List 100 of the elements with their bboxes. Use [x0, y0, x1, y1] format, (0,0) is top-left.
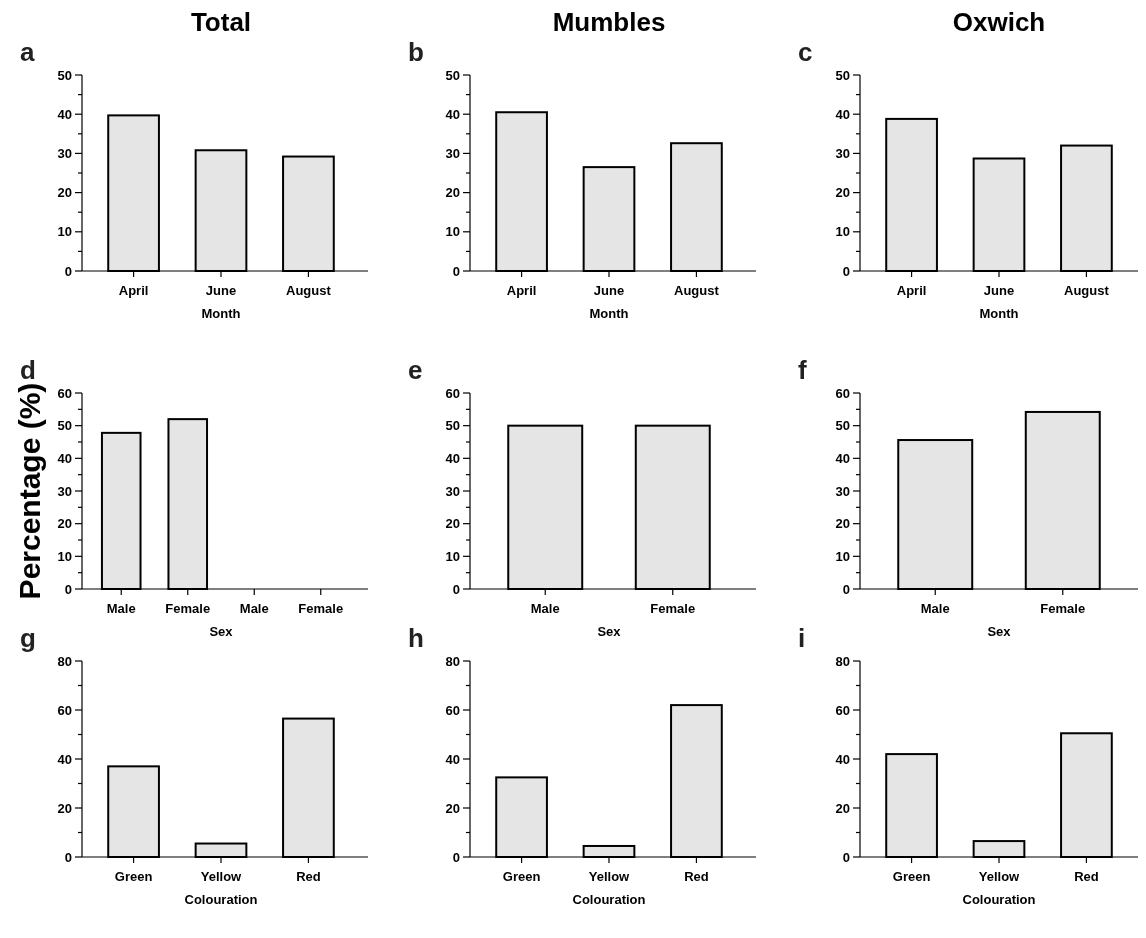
y-tick-label: 50: [445, 67, 460, 83]
text: f: [798, 355, 807, 385]
y-tick-label: 80: [835, 653, 850, 669]
y-tick-label: 0: [452, 849, 460, 865]
y-tick-label: 80: [445, 653, 460, 669]
y-tick-label: 40: [445, 450, 460, 466]
chart-title: Oxwich: [952, 7, 1046, 37]
x-tick-label: August: [1064, 283, 1110, 298]
y-tick-label: 20: [835, 185, 850, 201]
y-tick-label: 10: [445, 548, 460, 564]
x-axis-title: Month: [979, 306, 1019, 321]
y-tick-label: 20: [445, 185, 460, 201]
x-axis-title: Month: [201, 306, 241, 321]
x-tick-label: June: [205, 283, 237, 298]
y-tick-label: 10: [57, 548, 72, 564]
x-axis-title: Colouration: [962, 892, 1036, 907]
y-tick-label: 0: [842, 581, 850, 597]
y-tick-label: 40: [57, 450, 72, 466]
y-tick-label: 50: [445, 418, 460, 434]
x-tick-label: Red: [684, 869, 709, 884]
x-tick-label: Yellow: [588, 869, 631, 884]
x-tick-label: April: [118, 283, 149, 298]
y-tick-label: 40: [835, 450, 850, 466]
x-tick-label: April: [896, 283, 927, 298]
y-tick-label: 50: [835, 418, 850, 434]
x-tick-label: Male: [920, 601, 950, 616]
text: h: [408, 623, 424, 653]
y-tick-label: 20: [57, 800, 72, 816]
y-tick-label: 10: [57, 224, 72, 240]
y-tick-label: 40: [835, 751, 850, 767]
text: e: [408, 355, 423, 385]
y-tick-label: 0: [452, 263, 460, 279]
y-tick-label: 20: [445, 516, 460, 532]
y-tick-label: 30: [835, 145, 850, 161]
x-tick-label: August: [286, 283, 332, 298]
x-tick-label: Female: [1040, 601, 1086, 616]
y-tick-label: 60: [57, 385, 72, 401]
text: g: [20, 623, 36, 653]
x-tick-label: June: [593, 283, 625, 298]
y-tick-label: 30: [445, 145, 460, 161]
text: a: [20, 37, 35, 67]
x-tick-label: Yellow: [978, 869, 1021, 884]
x-axis-title: Colouration: [572, 892, 646, 907]
x-tick-label: Green: [892, 869, 931, 884]
y-tick-label: 30: [835, 483, 850, 499]
y-tick-label: 30: [445, 483, 460, 499]
chart-title: Mumbles: [552, 7, 666, 37]
y-tick-label: 60: [445, 702, 460, 718]
x-tick-label: April: [506, 283, 537, 298]
y-tick-label: 40: [57, 106, 72, 122]
y-tick-label: 0: [64, 263, 72, 279]
x-axis-title: Sex: [597, 624, 622, 639]
y-tick-label: 0: [64, 581, 72, 597]
y-tick-label: 60: [57, 702, 72, 718]
x-tick-label: Female: [298, 601, 344, 616]
y-tick-label: 10: [445, 224, 460, 240]
x-tick-label: Green: [114, 869, 153, 884]
text: i: [798, 623, 806, 653]
y-tick-label: 60: [445, 385, 460, 401]
text: b: [408, 37, 424, 67]
y-tick-label: 20: [57, 185, 72, 201]
x-tick-label: Green: [502, 869, 541, 884]
y-tick-label: 10: [835, 548, 850, 564]
x-tick-label: Male: [106, 601, 136, 616]
y-tick-label: 40: [445, 751, 460, 767]
x-tick-label: June: [983, 283, 1015, 298]
x-tick-label: Male: [239, 601, 269, 616]
y-tick-label: 10: [835, 224, 850, 240]
y-tick-label: 40: [57, 751, 72, 767]
x-tick-label: Yellow: [200, 869, 243, 884]
y-tick-label: 0: [452, 581, 460, 597]
y-tick-label: 40: [835, 106, 850, 122]
x-tick-label: Red: [1074, 869, 1099, 884]
y-tick-label: 50: [57, 418, 72, 434]
y-tick-label: 50: [57, 67, 72, 83]
y-tick-label: 0: [842, 849, 850, 865]
y-tick-label: 20: [445, 800, 460, 816]
y-tick-label: 20: [57, 516, 72, 532]
x-tick-label: Female: [165, 601, 211, 616]
y-tick-label: 20: [835, 516, 850, 532]
y-tick-label: 40: [445, 106, 460, 122]
y-tick-label: 60: [835, 385, 850, 401]
chart-title: Total: [190, 7, 252, 37]
y-tick-label: 30: [57, 145, 72, 161]
text: c: [798, 37, 813, 67]
text: d: [20, 355, 36, 385]
x-axis-title: Colouration: [184, 892, 258, 907]
x-tick-label: August: [674, 283, 720, 298]
y-tick-label: 60: [835, 702, 850, 718]
y-tick-label: 0: [842, 263, 850, 279]
y-tick-label: 50: [835, 67, 850, 83]
x-tick-label: Male: [530, 601, 560, 616]
x-axis-title: Month: [589, 306, 629, 321]
y-tick-label: 20: [835, 800, 850, 816]
y-axis-title: Percentage (%): [13, 382, 46, 600]
x-tick-label: Red: [296, 869, 321, 884]
x-axis-title: Sex: [987, 624, 1012, 639]
x-axis-title: Sex: [209, 624, 234, 639]
y-tick-label: 30: [57, 483, 72, 499]
y-tick-label: 80: [57, 653, 72, 669]
